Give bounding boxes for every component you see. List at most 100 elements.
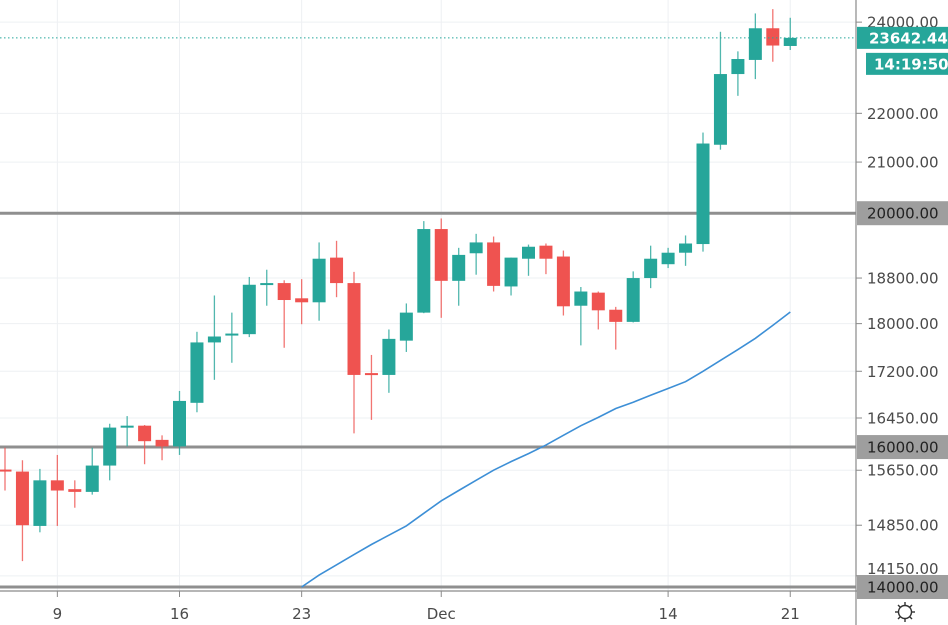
candle-body: [330, 257, 344, 284]
candle-body: [207, 336, 221, 343]
candle-body: [0, 469, 12, 472]
x-tick-label: 23: [292, 605, 311, 623]
price-axis[interactable]: 24000.0022000.0021000.0018800.0018000.00…: [856, 14, 939, 578]
candle-body: [50, 480, 64, 491]
candle-down: [556, 250, 570, 316]
candle-up: [260, 269, 274, 306]
level-tag-label: 14000.00: [867, 579, 939, 597]
candle-up: [242, 276, 256, 338]
candle-up: [312, 242, 326, 321]
candle-up: [644, 245, 658, 289]
candle-up: [504, 257, 518, 296]
x-tick-label: 9: [53, 605, 63, 623]
candle-down: [347, 271, 361, 434]
candle-down: [68, 480, 82, 508]
level-tag-bg: [857, 435, 948, 460]
candle-body: [15, 471, 29, 526]
y-tick-label: 22000.00: [867, 105, 939, 123]
candle-up: [661, 247, 675, 269]
candle-up: [33, 468, 47, 533]
candle-body: [295, 298, 309, 303]
candle-up: [120, 416, 134, 447]
countdown-tag: [866, 52, 948, 75]
y-tick-label: 18800.00: [867, 270, 939, 288]
candle-body: [85, 465, 99, 492]
candle-down: [277, 280, 291, 348]
candle-up: [85, 447, 99, 495]
candle-down: [539, 243, 553, 275]
candle-up: [225, 312, 239, 363]
candle-body: [731, 59, 745, 75]
last-price-label: 23642.44: [869, 29, 948, 47]
candle-up: [574, 287, 588, 346]
candle-up: [103, 423, 117, 481]
candle-body: [469, 242, 483, 254]
candle-body: [748, 28, 762, 60]
candle-body: [487, 242, 501, 286]
candle-body: [277, 283, 291, 301]
candle-body: [626, 278, 640, 322]
candle-up: [522, 244, 535, 276]
candle-down: [295, 279, 309, 325]
candle-up: [748, 13, 762, 80]
candle-body: [679, 243, 693, 253]
candle-body: [103, 427, 117, 466]
candle-down: [609, 306, 623, 350]
candle-body: [417, 229, 431, 313]
candle-up: [190, 331, 204, 413]
y-tick-label: 16450.00: [867, 409, 939, 427]
candle-up: [731, 51, 745, 96]
candle-body: [68, 489, 82, 492]
candle-down: [15, 460, 29, 562]
y-tick-label: 17200.00: [867, 363, 939, 381]
candles: [0, 9, 797, 562]
candle-body: [382, 338, 396, 375]
time-axis[interactable]: 9 16 23 Dec 14 21: [53, 591, 800, 623]
x-tick-label: 16: [170, 605, 189, 623]
candle-body: [242, 284, 256, 335]
candle-body: [434, 229, 448, 281]
candle-down: [364, 354, 378, 420]
y-tick-label: 18000.00: [867, 315, 939, 333]
candle-up: [696, 132, 710, 252]
candle-body: [173, 400, 186, 447]
price-tags: 20000.00 16000.00 14000.00 23642.44 14:19:50: [0, 26, 948, 599]
candle-body: [312, 258, 326, 303]
candle-up: [399, 303, 413, 352]
horizontal-levels[interactable]: [0, 211, 856, 589]
candle-up: [207, 295, 221, 380]
candle-up: [783, 17, 797, 51]
candle-up: [713, 31, 727, 150]
moving-average-line: [301, 311, 791, 588]
candle-body: [190, 342, 204, 403]
candle-body: [766, 28, 780, 46]
level-tag-bg: [857, 575, 948, 599]
candle-up: [417, 221, 431, 314]
y-tick-label: 15650.00: [867, 462, 939, 480]
gear-icon[interactable]: [895, 602, 915, 622]
candle-body: [539, 245, 553, 259]
candle-body: [713, 74, 727, 145]
y-tick-label: 14850.00: [867, 517, 939, 535]
candle-down: [0, 447, 12, 491]
level-tag-label: 20000.00: [867, 205, 939, 223]
candle-body: [260, 283, 274, 286]
x-tick-label: Dec: [427, 605, 456, 623]
candle-body: [155, 439, 169, 447]
candle-down: [50, 454, 64, 526]
candle-body: [364, 373, 378, 376]
candle-down: [138, 425, 152, 465]
candle-up: [469, 233, 483, 275]
countdown-label: 14:19:50: [874, 55, 948, 73]
candle-body: [609, 309, 623, 322]
y-tick-label: 21000.00: [867, 154, 939, 172]
level-tag-bg: [857, 201, 948, 226]
candle-body: [399, 312, 413, 341]
candle-down: [591, 291, 605, 330]
moving-average: [301, 311, 791, 588]
x-tick-label: 14: [659, 605, 678, 623]
candle-body: [347, 283, 361, 375]
candle-up: [626, 271, 640, 323]
candle-up: [173, 390, 186, 455]
